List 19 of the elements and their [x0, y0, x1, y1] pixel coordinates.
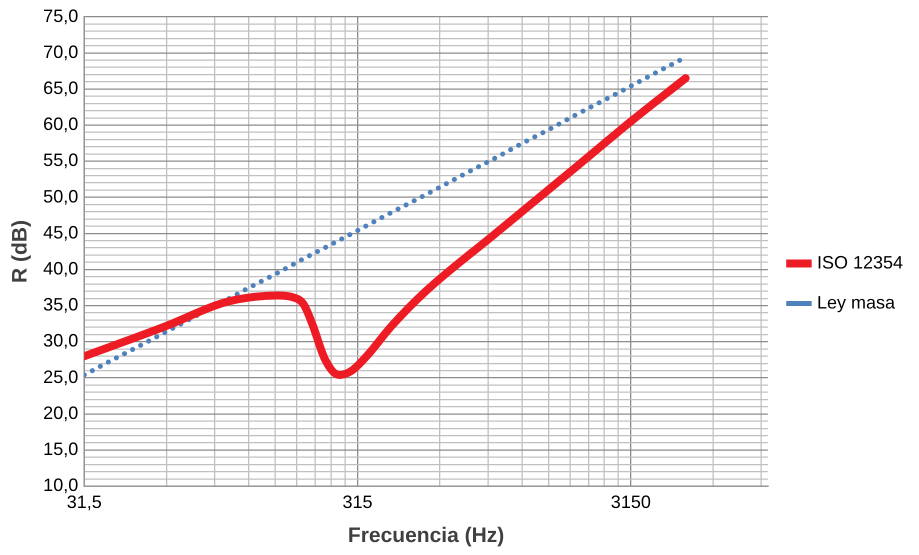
y-tick-label: 35,0	[43, 294, 78, 315]
y-tick-label: 70,0	[43, 42, 78, 62]
y-tick-label: 15,0	[43, 439, 78, 460]
y-tick-label: 25,0	[43, 366, 78, 387]
y-tick-label: 20,0	[43, 402, 78, 423]
x-tick-label: 315	[342, 492, 373, 512]
legend-label: ISO 12354	[816, 252, 903, 272]
y-tick-label: 50,0	[43, 186, 78, 206]
y-tick-label: 45,0	[43, 222, 78, 242]
y-tick-label: 30,0	[43, 330, 78, 351]
y-tick-label: 60,0	[43, 114, 78, 134]
y-tick-label: 75,0	[43, 6, 78, 26]
y-tick-label: 55,0	[43, 150, 78, 170]
x-axis-title: Frecuencia (Hz)	[348, 524, 504, 548]
y-tick-label: 65,0	[43, 78, 78, 98]
legend-label: Ley masa	[816, 292, 896, 312]
y-axis-title: R (dB)	[8, 220, 32, 283]
y-tick-label: 40,0	[43, 258, 78, 279]
x-tick-label: 3150	[610, 492, 651, 512]
